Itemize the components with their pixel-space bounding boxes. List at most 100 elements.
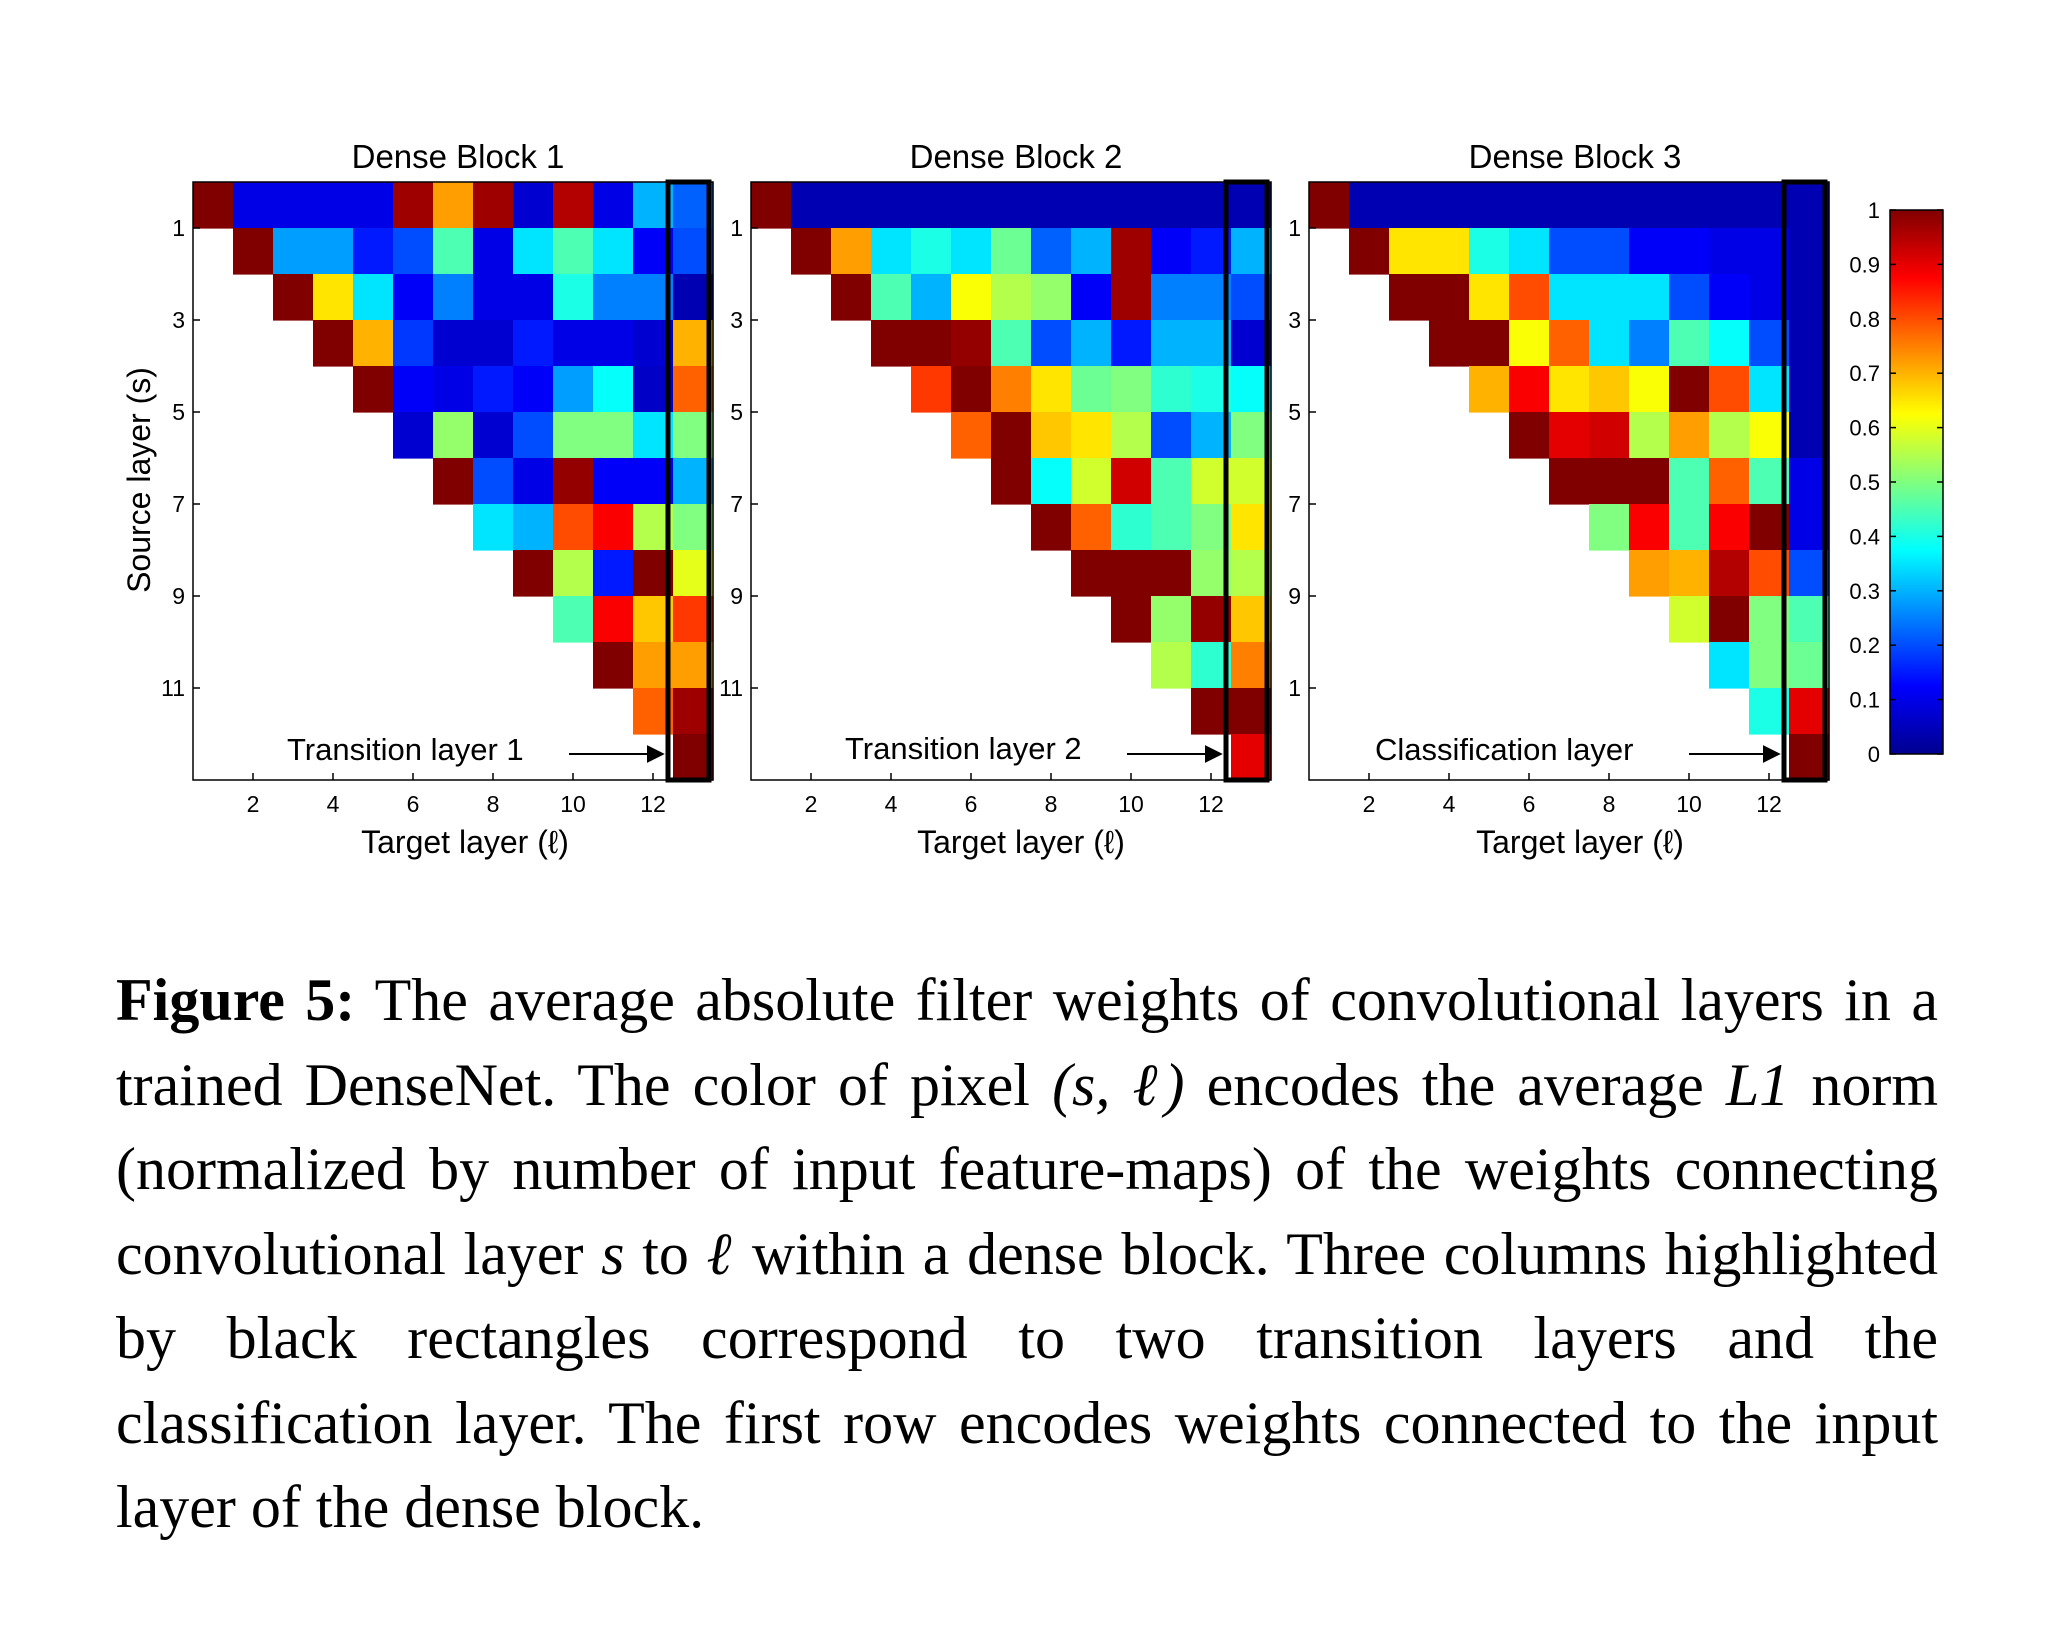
- caption-text-4: to: [642, 1220, 689, 1287]
- caption-text-2: encodes the average: [1206, 1051, 1704, 1118]
- heatmap-cell: [473, 274, 514, 321]
- heatmap-cell: [1709, 596, 1750, 643]
- heatmap-cell: [1111, 320, 1152, 367]
- caption-text-1: The average absolute filter weights of c…: [116, 967, 1938, 1118]
- x-axis-label: Target layer (ℓ): [917, 824, 1125, 860]
- x-tick-label: 12: [1198, 791, 1224, 817]
- colorbar-tick-label: 0: [1868, 742, 1880, 767]
- heatmap-cell: [473, 320, 514, 367]
- colorbar-tick-label: 0.2: [1849, 633, 1880, 658]
- heatmap-cell: [1469, 182, 1510, 229]
- heatmap-cell: [1111, 412, 1152, 459]
- heatmap-cell: [353, 274, 394, 321]
- heatmap-cell: [1469, 366, 1510, 413]
- heatmap-cell: [353, 228, 394, 275]
- heatmap-cell: [1589, 274, 1630, 321]
- y-tick-label: 7: [172, 491, 185, 517]
- x-tick-label: 8: [1603, 791, 1616, 817]
- heatmap-cell: [911, 274, 952, 321]
- heatmap-cell: [593, 320, 634, 367]
- heatmap-cells: [751, 182, 1272, 781]
- heatmap-cell: [233, 182, 274, 229]
- heatmap-cell: [951, 412, 992, 459]
- heatmap-cell: [1629, 550, 1670, 597]
- heatmap-cell: [433, 274, 474, 321]
- heatmap-cell: [1111, 228, 1152, 275]
- heatmap-cell: [1509, 320, 1550, 367]
- heatmap-cell: [553, 458, 594, 505]
- heatmap-cell: [911, 320, 952, 367]
- heatmap-cell: [1111, 366, 1152, 413]
- x-axis-label: Target layer (ℓ): [1476, 824, 1684, 860]
- highlight-label: Transition layer 2: [845, 731, 1082, 766]
- heatmap-cell: [1151, 412, 1192, 459]
- y-tick-label: 5: [730, 399, 743, 425]
- heatmap-cell: [433, 458, 474, 505]
- heatmap-cell: [1151, 228, 1192, 275]
- highlight-rectangle: [1781, 179, 1828, 783]
- y-axis-label: Source layer (s): [121, 367, 157, 593]
- heatmap-cell: [1071, 504, 1112, 551]
- heatmap-cell: [991, 412, 1032, 459]
- heatmap-cell: [553, 274, 594, 321]
- heatmap-cell: [473, 458, 514, 505]
- heatmap-cell: [1031, 504, 1072, 551]
- y-tick-label: 7: [730, 491, 743, 517]
- y-tick-label: 3: [1288, 307, 1301, 333]
- x-tick-label: 8: [487, 791, 500, 817]
- caption-target-math: ℓ: [706, 1220, 735, 1287]
- x-axis-label: Target layer (ℓ): [361, 824, 569, 860]
- panel-dense-block-3: Dense Block 3 2 4 6 8 10 12 1 3 5 7 9 1 Classificat…: [1288, 138, 1830, 860]
- heatmap-cell: [1349, 182, 1390, 229]
- highlight-label: Classification layer: [1375, 732, 1633, 767]
- y-tick-label: 9: [730, 583, 743, 609]
- heatmap-cell: [473, 228, 514, 275]
- highlight-rectangle: [665, 179, 712, 783]
- heatmap-cell: [1389, 182, 1430, 229]
- heatmap-cell: [871, 182, 912, 229]
- colorbar-tick-label: 0.6: [1849, 416, 1880, 441]
- heatmap-cell: [1709, 274, 1750, 321]
- heatmap-cell: [1031, 458, 1072, 505]
- y-tick-label: 1: [1288, 675, 1301, 701]
- heatmap-cell: [1151, 596, 1192, 643]
- heatmap-cell: [393, 412, 434, 459]
- heatmap-cell: [513, 320, 554, 367]
- x-tick-label: 2: [247, 791, 260, 817]
- heatmap-cell: [393, 274, 434, 321]
- x-tick-label: 6: [965, 791, 978, 817]
- heatmap-cell: [1071, 366, 1112, 413]
- heatmap-cell: [1031, 228, 1072, 275]
- caption-text-5: within a dense block. Three columns high…: [116, 1220, 1939, 1541]
- y-tick-label: 11: [719, 675, 743, 701]
- heatmap-cell: [1071, 550, 1112, 597]
- heatmap-cell: [1509, 274, 1550, 321]
- heatmap-cell: [951, 182, 992, 229]
- heatmap-cell: [1709, 458, 1750, 505]
- heatmap-cell: [791, 228, 832, 275]
- heatmap-cell: [513, 182, 554, 229]
- heatmap-cell: [553, 182, 594, 229]
- y-tick-label: 1: [172, 215, 185, 241]
- heatmap-cell: [1629, 366, 1670, 413]
- heatmap-cell: [593, 182, 634, 229]
- caption-label: Figure 5:: [116, 967, 356, 1033]
- heatmap-cell: [1031, 320, 1072, 367]
- heatmap-cell: [273, 182, 314, 229]
- y-tick-label: 3: [172, 307, 185, 333]
- heatmap-cell: [553, 550, 594, 597]
- heatmap-cell: [1589, 412, 1630, 459]
- heatmap-cell: [1709, 642, 1750, 689]
- x-tick-label: 10: [1118, 791, 1144, 817]
- heatmap-cell: [1071, 458, 1112, 505]
- heatmap-cell: [1151, 366, 1192, 413]
- heatmap-cell: [951, 320, 992, 367]
- heatmap-cell: [1589, 320, 1630, 367]
- heatmap-cell: [513, 458, 554, 505]
- heatmap-cell: [1071, 228, 1112, 275]
- heatmap-cell: [951, 366, 992, 413]
- heatmap-cell: [1309, 182, 1350, 229]
- heatmap-cell: [433, 412, 474, 459]
- axes-frame: [192, 181, 714, 781]
- heatmap-cell: [233, 228, 274, 275]
